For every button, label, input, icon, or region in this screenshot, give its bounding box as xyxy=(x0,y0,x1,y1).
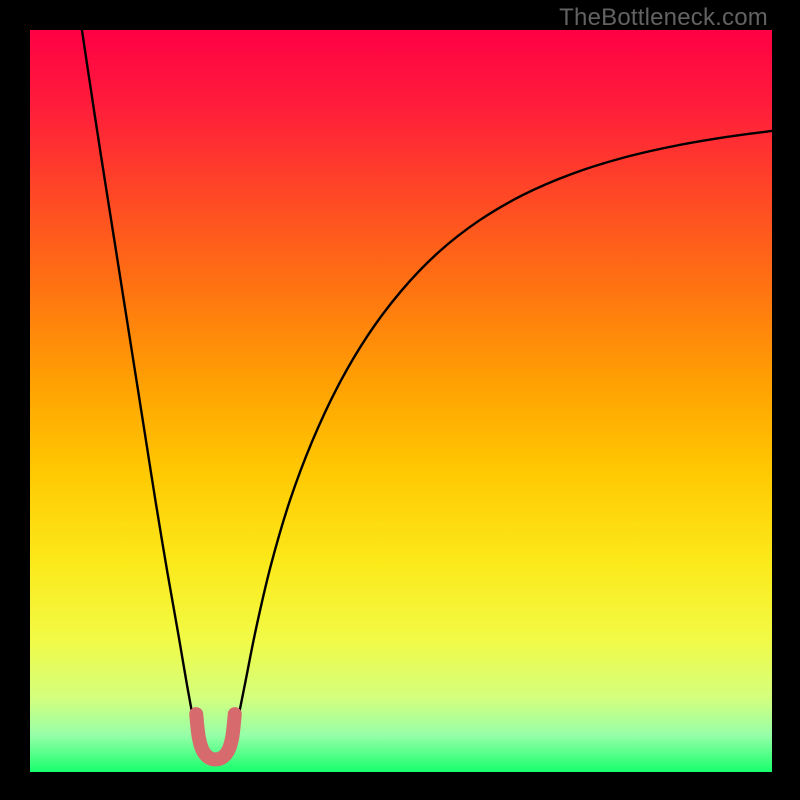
plot-svg xyxy=(30,30,772,772)
plot-area xyxy=(30,30,772,772)
gradient-background xyxy=(30,30,772,772)
watermark-text: TheBottleneck.com xyxy=(559,4,768,32)
